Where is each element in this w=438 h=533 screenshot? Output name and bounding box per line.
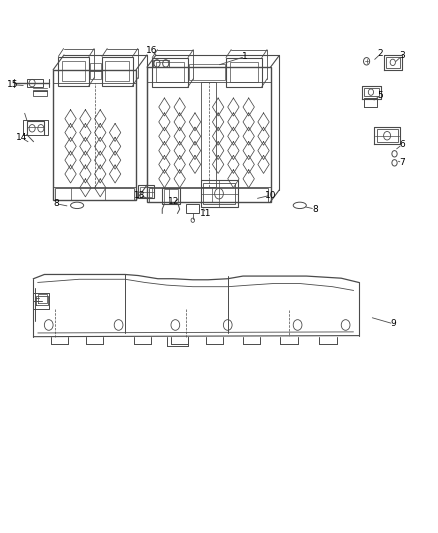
Bar [53, 70, 136, 200]
Bar [102, 56, 133, 86]
Bar [201, 180, 238, 207]
Text: 12: 12 [167, 197, 179, 206]
Bar [186, 204, 199, 213]
Text: 14: 14 [16, 133, 27, 142]
Text: 10: 10 [265, 191, 276, 200]
Text: 3: 3 [399, 51, 405, 60]
Text: 5: 5 [378, 91, 383, 100]
Text: 15: 15 [7, 80, 19, 89]
Text: 13: 13 [134, 191, 145, 200]
Text: 8: 8 [312, 205, 318, 214]
Text: 2: 2 [378, 50, 383, 58]
Text: 16: 16 [145, 46, 157, 55]
Bar [203, 183, 235, 204]
Text: 6: 6 [399, 140, 405, 149]
Bar [156, 62, 184, 82]
Bar [147, 67, 271, 201]
Bar [201, 82, 216, 187]
Text: 7: 7 [399, 158, 405, 167]
Bar [55, 188, 134, 200]
Bar [189, 64, 225, 80]
Bar [386, 57, 400, 68]
Text: 8: 8 [54, 199, 60, 208]
Bar [106, 61, 129, 82]
Text: 1: 1 [242, 52, 248, 61]
Bar [164, 189, 178, 202]
Bar [226, 58, 262, 87]
Bar [364, 88, 379, 96]
Bar [140, 187, 152, 197]
Bar [33, 90, 46, 96]
Bar [58, 56, 89, 86]
Bar [27, 79, 43, 87]
Bar [149, 188, 268, 201]
Bar [152, 58, 188, 87]
Bar [90, 63, 101, 79]
Bar [138, 185, 153, 198]
Bar [230, 62, 258, 82]
Bar [377, 130, 398, 142]
Bar [162, 188, 180, 204]
Text: 9: 9 [391, 319, 396, 328]
Bar [152, 60, 169, 67]
Bar [62, 61, 85, 82]
Text: 11: 11 [200, 209, 212, 218]
